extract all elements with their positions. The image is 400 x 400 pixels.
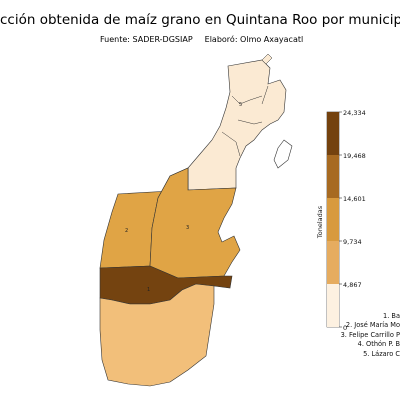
municipality-north bbox=[187, 59, 287, 191]
colorbar-tick: 19,468 bbox=[343, 152, 366, 160]
colorbar-tick: 0 bbox=[343, 324, 347, 332]
municipality-4 bbox=[99, 283, 215, 387]
colorbar-step-5 bbox=[327, 112, 339, 155]
legend-item: 2. José María Mo bbox=[345, 321, 400, 330]
legend-item: 5. Lázaro C bbox=[363, 349, 400, 358]
colorbar-step-1 bbox=[327, 284, 339, 327]
label-5: 5 bbox=[239, 102, 242, 108]
map-subtitle: Fuente: SADER-DGSIAP Elaboró: Olmo Axayac… bbox=[100, 35, 303, 44]
author-text: Elaboró: Olmo Axayacatl bbox=[204, 35, 304, 44]
municipality-border bbox=[221, 85, 269, 157]
source-text: Fuente: SADER-DGSIAP bbox=[100, 35, 193, 44]
colorbar-tick: 4,867 bbox=[343, 281, 362, 289]
colorbar-tick: 9,734 bbox=[343, 238, 362, 246]
municipality-3 bbox=[149, 167, 241, 279]
island-cozumel bbox=[273, 139, 293, 169]
colorbar-step-4 bbox=[327, 155, 339, 198]
label-1: 1 bbox=[147, 287, 150, 293]
colorbar-tick: 24,334 bbox=[343, 109, 366, 117]
municipality-legend: 1. Ba 2. José María Mo 3. Felipe Carrill… bbox=[340, 312, 400, 359]
legend-item: 4. Othón P. B bbox=[357, 340, 400, 349]
colorbar-tick: 14,601 bbox=[343, 195, 366, 203]
label-3: 3 bbox=[186, 225, 189, 231]
colorbar: 24,334 19,468 14,601 9,734 4,867 0 Tonel… bbox=[316, 109, 366, 332]
colorbar-step-2 bbox=[327, 241, 339, 284]
colorbar-label: Toneladas bbox=[316, 205, 324, 239]
map-title: cción obtenida de maíz grano en Quintana… bbox=[0, 12, 400, 28]
colorbar-step-3 bbox=[327, 198, 339, 241]
legend-item: 3. Felipe Carrillo P bbox=[340, 330, 400, 339]
legend-item: 1. Ba bbox=[383, 312, 400, 320]
label-2: 2 bbox=[125, 228, 128, 234]
island-holbox bbox=[261, 53, 273, 65]
